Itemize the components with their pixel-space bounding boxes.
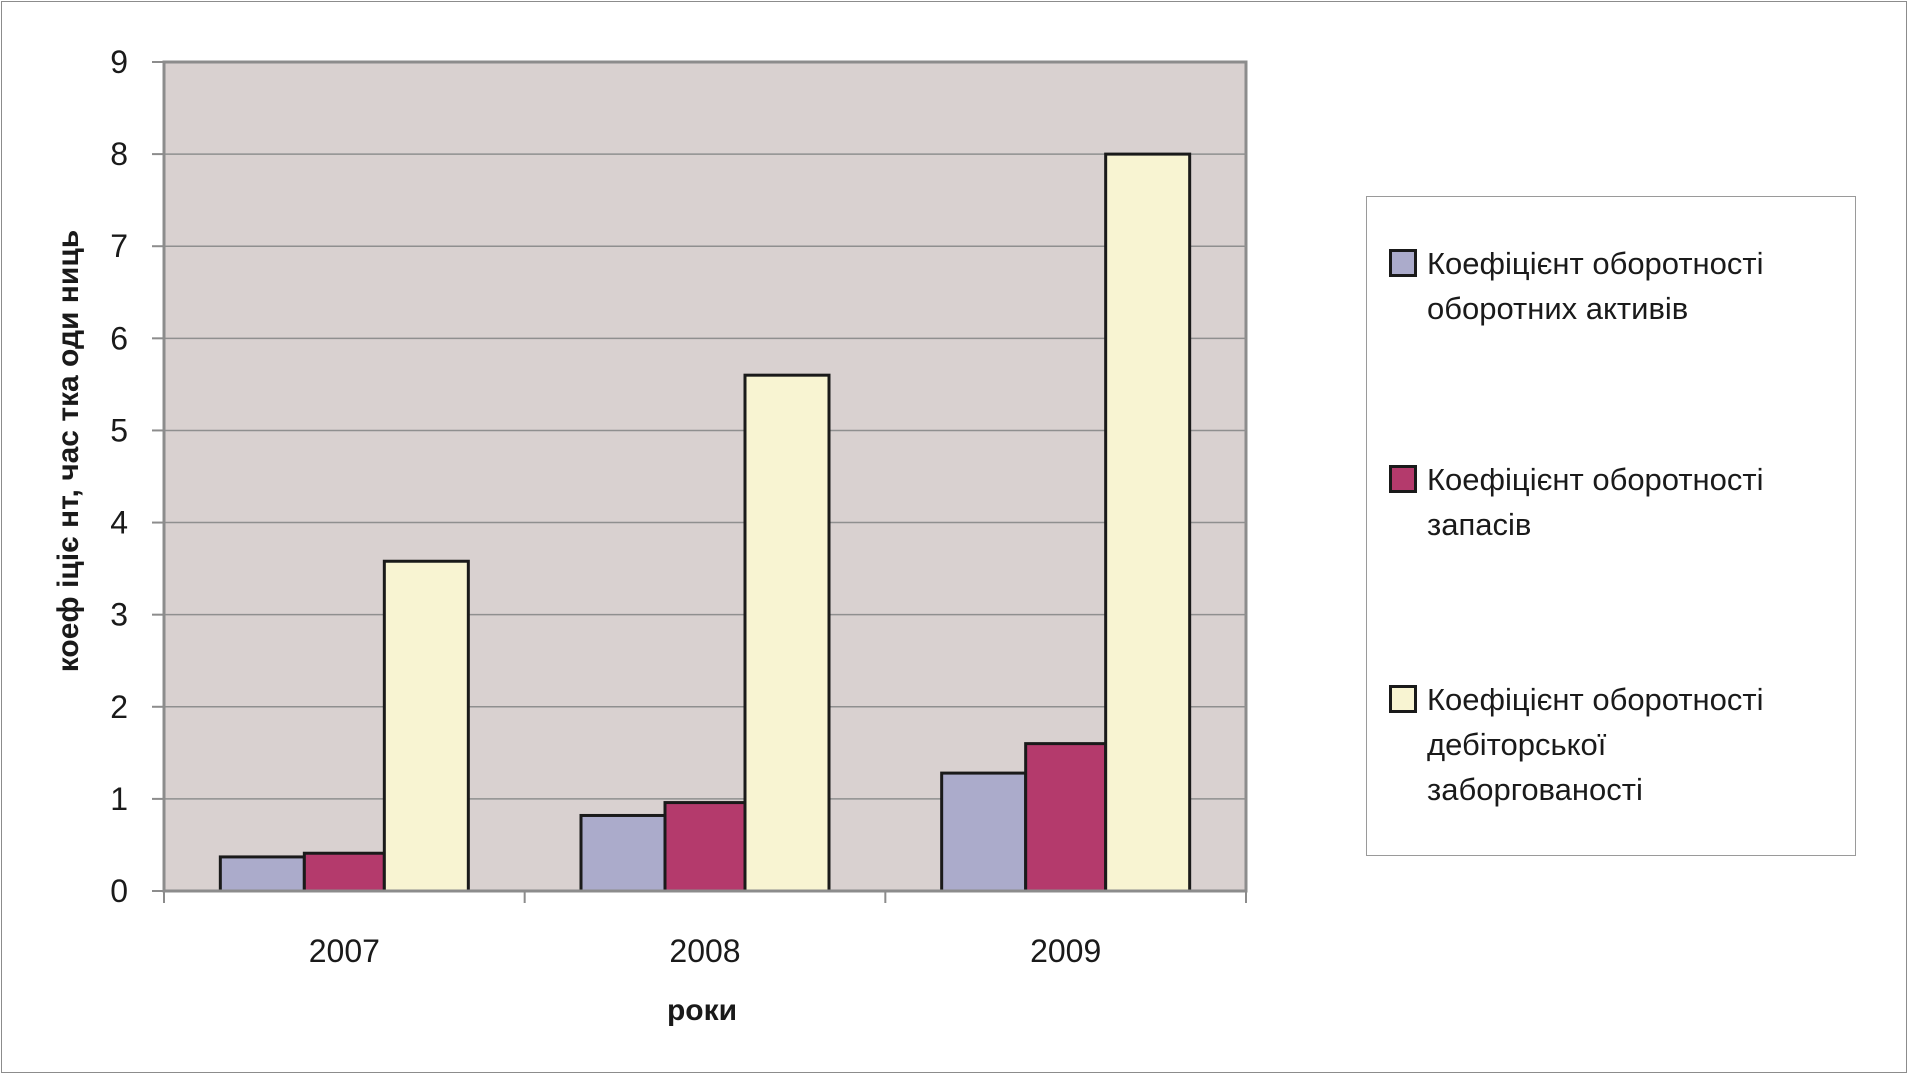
bar-2008-series-2 bbox=[663, 801, 747, 893]
y-tick-label: 3 bbox=[110, 597, 128, 633]
legend-swatch-receivables bbox=[1389, 685, 1417, 713]
y-tick-label: 1 bbox=[110, 781, 128, 817]
y-tick-label: 9 bbox=[110, 44, 128, 80]
bar-2009-series-2 bbox=[1024, 742, 1108, 893]
x-tick-label-2007: 2007 bbox=[309, 933, 380, 969]
x-tick-label-2008: 2008 bbox=[669, 933, 740, 969]
bar-2007-series-2 bbox=[302, 851, 386, 893]
legend-label-inventory: Коефіцієнт оборотності запасів bbox=[1427, 462, 1764, 542]
bar-2009-series-3 bbox=[1104, 152, 1192, 893]
y-tick-label: 2 bbox=[110, 689, 128, 725]
bar-2008-series-3 bbox=[743, 373, 831, 893]
y-tick-label: 6 bbox=[110, 320, 128, 356]
x-tick-label-2009: 2009 bbox=[1030, 933, 1101, 969]
legend-item-current-assets: Коефіцієнт оборотності оборотних активів bbox=[1389, 241, 1827, 331]
legend-swatch-current-assets bbox=[1389, 249, 1417, 277]
legend-item-receivables: Коефіцієнт оборотності дебіторської забо… bbox=[1389, 677, 1827, 812]
bars bbox=[218, 152, 1192, 893]
x-axis-title: роки bbox=[667, 994, 737, 1027]
bar-2007-series-3 bbox=[382, 559, 470, 893]
x-axis-ticks: 2007 2008 2009 bbox=[163, 891, 1247, 969]
y-tick-label: 8 bbox=[110, 136, 128, 172]
legend-label-current-assets: Коефіцієнт оборотності оборотних активів bbox=[1427, 246, 1764, 326]
gridlines bbox=[164, 153, 1246, 800]
y-axis-ticks: 0 1 2 3 4 5 6 7 8 9 bbox=[110, 44, 164, 909]
legend-swatch-inventory bbox=[1389, 465, 1417, 493]
bar-2009-series-1 bbox=[940, 771, 1028, 893]
bar-2008-series-1 bbox=[579, 813, 667, 893]
y-tick-label: 7 bbox=[110, 228, 128, 264]
legend: Коефіцієнт оборотності оборотних активів… bbox=[1366, 196, 1856, 856]
bar-2007-series-1 bbox=[218, 855, 306, 893]
y-tick-label: 5 bbox=[110, 412, 128, 448]
y-axis-title: коеф іціє нт, час тка оди ниць bbox=[52, 230, 85, 673]
y-tick-label: 4 bbox=[110, 505, 128, 541]
legend-label-receivables: Коефіцієнт оборотності дебіторської забо… bbox=[1427, 682, 1764, 807]
legend-item-inventory: Коефіцієнт оборотності запасів bbox=[1389, 457, 1827, 547]
y-tick-label: 0 bbox=[110, 873, 128, 909]
